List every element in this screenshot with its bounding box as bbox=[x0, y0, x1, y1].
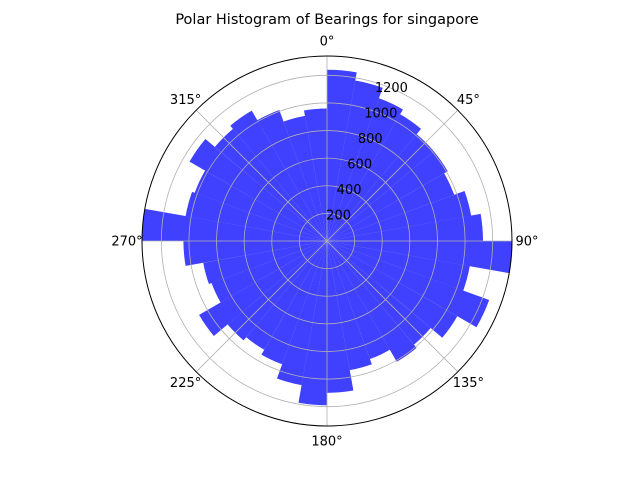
bar-wedge bbox=[327, 213, 484, 241]
angular-tick-label: 225° bbox=[170, 376, 201, 391]
bar-wedge bbox=[327, 241, 354, 393]
angular-tick-label: 0° bbox=[320, 35, 335, 50]
bar-wedge bbox=[327, 241, 470, 291]
bar-wedge bbox=[194, 170, 327, 241]
radial-tick-labels: 200 400 600 800 1000 1200 bbox=[326, 81, 408, 224]
chart-title: Polar Histogram of Bearings for singapor… bbox=[175, 12, 478, 28]
angular-tick-labels: 0° 45° 90° 135° 180° 225° 270° 315° bbox=[111, 35, 538, 450]
radial-tick-label: 1000 bbox=[364, 106, 397, 121]
bar-wedge bbox=[327, 241, 458, 338]
bar-wedge bbox=[199, 241, 327, 336]
angular-tick-label: 45° bbox=[457, 93, 480, 108]
radial-tick-label: 200 bbox=[326, 209, 351, 224]
bar-wedge bbox=[327, 241, 417, 362]
bar-wedge bbox=[327, 241, 390, 360]
bar-wedge bbox=[327, 69, 357, 241]
bar-wedge bbox=[327, 190, 472, 241]
bar-wedge bbox=[183, 241, 327, 266]
bar-wedge bbox=[246, 241, 327, 350]
bar-wedge bbox=[142, 208, 327, 241]
angular-grid-line bbox=[326, 109, 459, 242]
grid-layer bbox=[142, 56, 512, 426]
radial-tick-label: 400 bbox=[337, 183, 362, 198]
bar-wedge bbox=[203, 241, 327, 284]
bar-wedge bbox=[189, 138, 327, 241]
bar-wedge bbox=[327, 98, 403, 241]
angular-grid-line bbox=[195, 240, 328, 373]
bar-wedge bbox=[298, 241, 327, 406]
bar-wedge bbox=[257, 109, 327, 241]
bar-wedge bbox=[211, 241, 327, 303]
angular-grid-line bbox=[326, 240, 459, 373]
radial-tick-label: 1200 bbox=[375, 81, 408, 96]
angular-grid-line bbox=[195, 109, 328, 242]
polar-frame bbox=[141, 55, 513, 427]
bar-wedge bbox=[276, 241, 327, 386]
bar-wedge bbox=[327, 151, 448, 241]
angular-tick-label: 180° bbox=[311, 435, 342, 450]
angular-tick-label: 135° bbox=[453, 376, 484, 391]
bar-wedge bbox=[327, 241, 512, 274]
bar-wedge bbox=[327, 80, 383, 241]
angular-tick-label: 270° bbox=[111, 235, 142, 250]
bar-wedge bbox=[327, 241, 372, 371]
bar-wedge bbox=[230, 110, 327, 242]
radial-tick-label: 600 bbox=[347, 158, 372, 173]
bar-wedge bbox=[327, 173, 455, 241]
bar-wedge bbox=[185, 191, 327, 241]
angular-tick-label: 90° bbox=[515, 235, 538, 250]
bar-wedge bbox=[327, 114, 422, 241]
angular-tick-label: 315° bbox=[170, 93, 201, 108]
radial-tick-label: 800 bbox=[358, 132, 383, 147]
bar-wedge bbox=[303, 108, 327, 242]
bar-wedge bbox=[261, 241, 327, 365]
bar-wedge bbox=[283, 115, 327, 241]
